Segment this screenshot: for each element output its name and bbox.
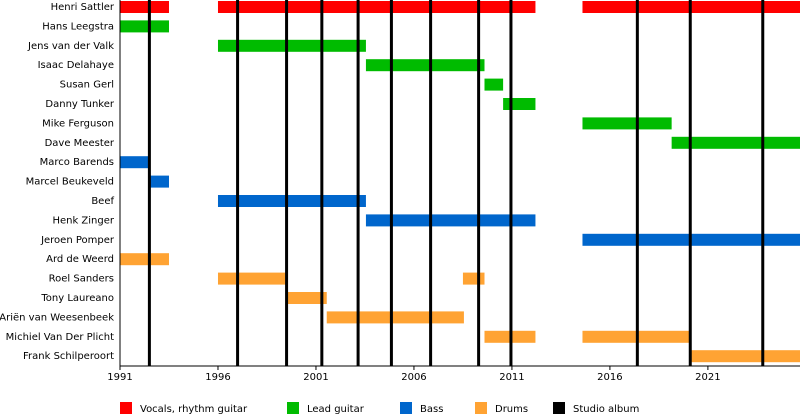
member-bar (286, 292, 327, 304)
row-label: Dave Meester (45, 138, 115, 149)
member-bar (149, 175, 169, 188)
row-label: Jeroen Pomper (40, 235, 115, 246)
x-tick-label: 2006 (401, 372, 426, 383)
row-label: Mike Ferguson (42, 118, 114, 129)
row-label: Danny Tunker (45, 99, 114, 110)
row-label: Beef (91, 196, 114, 207)
row-label: Susan Gerl (60, 80, 114, 91)
member-bar (365, 59, 485, 72)
row-label: Frank Schilperoort (23, 351, 114, 362)
legend-label: Vocals, rhythm guitar (140, 404, 248, 415)
row-label: Roel Sanders (49, 274, 114, 285)
row-label: Michiel Van Der Plicht (6, 332, 114, 343)
row-label: Isaac Delahaye (38, 60, 114, 71)
x-tick-label: 2001 (303, 372, 328, 383)
x-tick-label: 1991 (107, 372, 132, 383)
member-bar (120, 253, 169, 266)
member-bar (217, 272, 287, 285)
row-label: Ard de Weerd (46, 254, 114, 265)
row-label: Tony Laureano (40, 293, 114, 304)
legend-swatch (287, 402, 299, 414)
x-tick-label: 2016 (597, 372, 622, 383)
x-tick-label: 1996 (205, 372, 230, 383)
member-bar (120, 156, 150, 169)
member-bar (671, 136, 800, 149)
legend-swatch (553, 402, 565, 414)
legend-label: Bass (420, 404, 443, 415)
member-bar (690, 350, 800, 363)
member-bar (217, 195, 366, 207)
row-label: Marcel Beukeveld (26, 177, 114, 188)
legend-label: Studio album (573, 404, 639, 415)
row-label: Henri Sattler (51, 2, 115, 13)
member-bar (217, 1, 536, 13)
member-bar (503, 98, 536, 110)
row-label: Henk Zinger (52, 215, 114, 226)
row-label: Jens van der Valk (27, 41, 114, 52)
legend-label: Lead guitar (307, 404, 365, 415)
row-label: Marco Barends (40, 157, 114, 168)
x-tick-label: 2021 (695, 372, 720, 383)
member-bar (484, 78, 504, 91)
member-bar (120, 1, 169, 13)
member-bar (120, 20, 169, 33)
legend-label: Drums (495, 404, 528, 415)
legend-swatch (400, 402, 412, 414)
row-label: Hans Leegstra (42, 21, 114, 32)
member-bar (462, 272, 485, 285)
member-bar (365, 214, 536, 227)
member-bar (582, 117, 672, 130)
legend-swatch (475, 402, 487, 414)
row-label: Ariën van Weesenbeek (0, 312, 114, 323)
member-bar (217, 39, 366, 52)
legend-swatch (120, 402, 132, 414)
member-bar (326, 311, 464, 324)
x-tick-label: 2011 (499, 372, 524, 383)
